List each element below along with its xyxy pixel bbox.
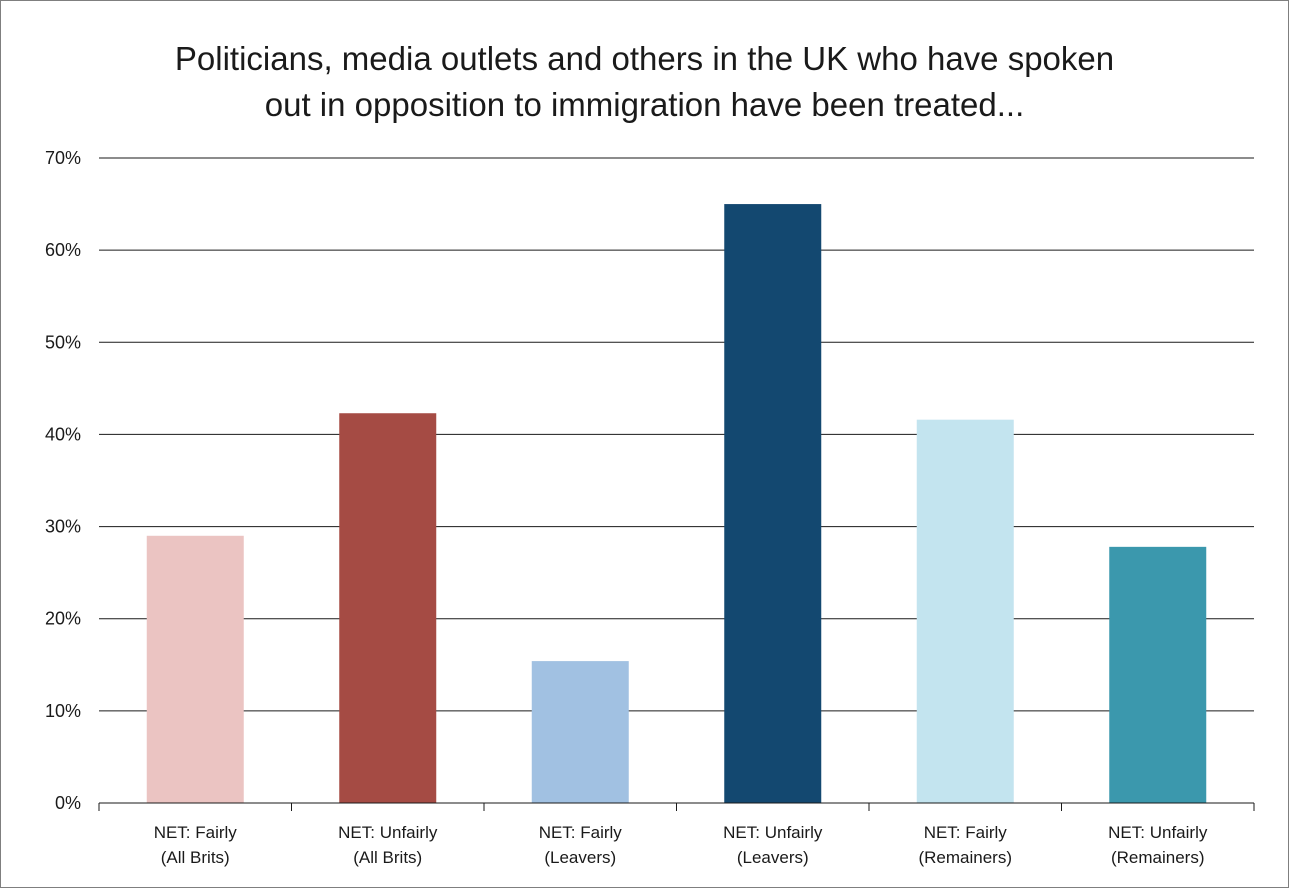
x-category-label-line: NET: Fairly	[924, 823, 1008, 842]
chart-title-line-1: Politicians, media outlets and others in…	[174, 40, 1115, 77]
x-category-label-line: (All Brits)	[161, 848, 230, 867]
y-tick-label: 20%	[45, 609, 81, 629]
x-category-label: NET: Unfairly (Remainers)	[1108, 823, 1208, 867]
x-category-label-line: NET: Unfairly	[1108, 823, 1208, 842]
x-category-label-line: (Remainers)	[918, 848, 1012, 867]
x-category-label-line: NET: Unfairly	[338, 823, 438, 842]
y-tick-label: 0%	[55, 793, 81, 813]
x-category-label-line: (Leavers)	[544, 848, 616, 867]
x-category-label: NET: Fairly (Remainers)	[918, 823, 1012, 867]
x-category-label-line: (Leavers)	[737, 848, 809, 867]
x-axis	[98, 802, 1255, 811]
chart-title-line-2: out in opposition to immigration have be…	[264, 86, 1025, 123]
x-category-label: NET: Unfairly (Leavers)	[723, 823, 823, 867]
bars	[146, 204, 1207, 804]
y-axis-tick-labels: 0% 10% 20% 30% 40% 50% 60% 70%	[45, 148, 81, 813]
x-category-label: NET: Fairly (All Brits)	[154, 823, 238, 867]
bar	[1109, 546, 1207, 803]
x-category-label-line: (Remainers)	[1111, 848, 1205, 867]
bar	[531, 661, 629, 803]
x-category-label-line: NET: Unfairly	[723, 823, 823, 842]
x-category-label: NET: Unfairly (All Brits)	[338, 823, 438, 867]
y-tick-label: 70%	[45, 148, 81, 168]
x-axis-category-labels: NET: Fairly (All Brits) NET: Unfairly (All …	[154, 823, 1208, 867]
bar	[146, 535, 244, 803]
bar	[339, 413, 437, 803]
x-category-label-line: NET: Fairly	[539, 823, 623, 842]
x-category-label-line: NET: Fairly	[154, 823, 238, 842]
x-category-label-line: (All Brits)	[353, 848, 422, 867]
y-tick-label: 10%	[45, 701, 81, 721]
bar	[724, 204, 822, 804]
y-tick-label: 60%	[45, 240, 81, 260]
y-tick-label: 30%	[45, 517, 81, 537]
y-tick-label: 40%	[45, 424, 81, 444]
chart-title: Politicians, media outlets and others in…	[40, 36, 1249, 128]
bar	[916, 419, 1014, 803]
gridlines	[99, 157, 1254, 712]
y-tick-label: 50%	[45, 332, 81, 352]
x-category-label: NET: Fairly (Leavers)	[539, 823, 623, 867]
